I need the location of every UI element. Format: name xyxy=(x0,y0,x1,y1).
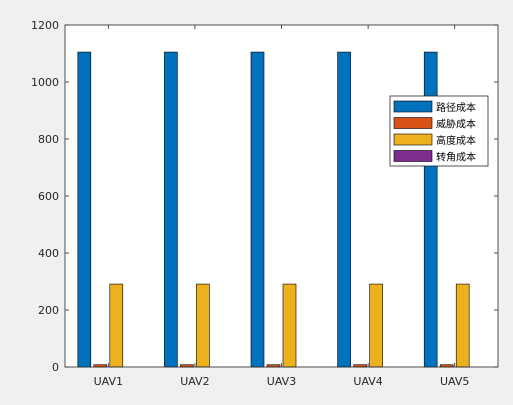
x-tick-label: UAV1 xyxy=(94,375,123,388)
bar-uav4-series-3 xyxy=(369,283,383,368)
legend-label: 路径成本 xyxy=(436,101,476,114)
legend-swatch xyxy=(393,150,433,162)
legend-swatch xyxy=(393,133,433,146)
axes-group: 0 200 400 600 800 1000 1200 UAV1 UAV2 UAV3 UAV4 UAV… xyxy=(31,19,499,388)
bar-uav2-series-3 xyxy=(196,283,210,368)
bar-uav2-series-1 xyxy=(164,51,178,368)
y-tick-label: 800 xyxy=(38,133,59,146)
y-tick-label: 1000 xyxy=(31,76,59,89)
x-tick-label: UAV4 xyxy=(353,375,382,388)
y-tick-label: 200 xyxy=(38,304,59,317)
bar-uav4-series-1 xyxy=(337,51,351,368)
y-tick-label: 0 xyxy=(52,361,59,374)
bar-uav1-series-3 xyxy=(109,283,124,368)
bar-uav3-series-1 xyxy=(250,51,265,368)
x-tick-label: UAV3 xyxy=(267,375,296,388)
legend-label: 转角成本 xyxy=(436,151,476,164)
bar-uav5-series-3 xyxy=(455,283,470,368)
bar-uav1-series-1 xyxy=(77,51,92,368)
x-tick-label: UAV5 xyxy=(440,375,469,388)
legend-label: 威胁成本 xyxy=(436,118,476,131)
x-tick-label: UAV2 xyxy=(180,375,209,388)
legend-swatch xyxy=(393,100,433,113)
bar-uav3-series-3 xyxy=(282,283,297,368)
legend-swatch xyxy=(393,117,433,129)
legend-label: 高度成本 xyxy=(436,134,476,147)
y-tick-label: 1200 xyxy=(31,19,59,32)
bars-group xyxy=(77,51,470,368)
y-tick-label: 400 xyxy=(38,247,59,260)
y-tick-label: 600 xyxy=(38,190,59,203)
